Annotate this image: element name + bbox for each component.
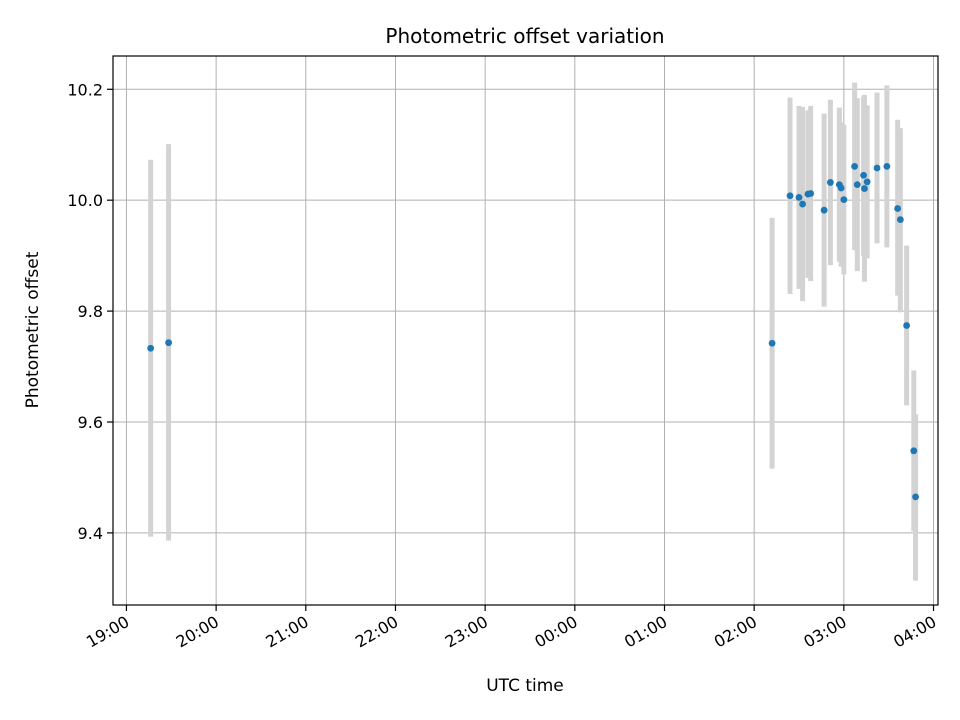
- data-point: [861, 185, 868, 192]
- data-point: [853, 181, 861, 189]
- y-axis-ticks: 9.4 9.6 9.8 10.0 10.2: [67, 80, 113, 543]
- data-point: [786, 192, 794, 200]
- data-point: [883, 162, 891, 170]
- data-point: [894, 205, 902, 212]
- y-axis-label: Photometric offset: [23, 251, 43, 408]
- chart-title: Photometric offset variation: [385, 24, 664, 48]
- y-tick-label: 10.0: [67, 191, 103, 210]
- data-point: [799, 200, 806, 208]
- y-tick-label: 9.8: [78, 302, 103, 321]
- data-point: [147, 344, 155, 352]
- y-tick-label: 9.4: [78, 524, 103, 543]
- data-point: [826, 179, 834, 186]
- x-axis-label: UTC time: [486, 676, 564, 696]
- y-tick-label: 9.6: [78, 413, 103, 432]
- data-point: [903, 322, 911, 329]
- data-point: [165, 339, 172, 347]
- data-point: [873, 164, 881, 172]
- data-point: [851, 162, 859, 170]
- data-point: [912, 493, 919, 501]
- data-points: [147, 162, 919, 501]
- data-point: [795, 194, 803, 201]
- data-point: [910, 447, 918, 455]
- y-tick-label: 10.2: [67, 80, 103, 99]
- data-point: [837, 184, 845, 192]
- data-point: [860, 171, 867, 179]
- data-point: [840, 196, 848, 204]
- plot-frame: [112, 55, 939, 606]
- data-point: [820, 206, 828, 214]
- data-point: [896, 216, 904, 223]
- data-point: [863, 178, 871, 186]
- data-point: [768, 339, 776, 347]
- data-point: [807, 190, 815, 197]
